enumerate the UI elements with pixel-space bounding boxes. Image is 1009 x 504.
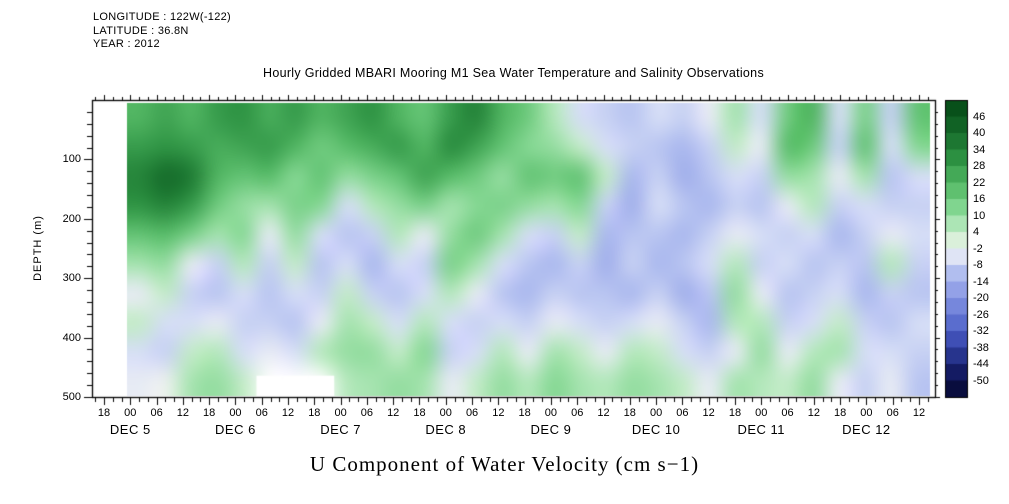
colorbar-tick-label: 10 [973,209,986,222]
x-axis-tick-label: 18 [203,407,216,419]
x-axis-tick-label: 12 [702,407,715,419]
colorbar-tick-label: 22 [973,176,986,189]
x-axis-date-label: DEC 11 [737,422,786,437]
figure-caption: U Component of Water Velocity (cm s−1) [309,452,700,476]
x-axis-date-label: DEC 6 [215,422,256,437]
colorbar-tick-label: 46 [973,110,986,123]
x-axis-tick-label: 00 [649,407,663,419]
x-axis-tick-label: 00 [124,407,137,419]
x-axis-tick-label: 00 [229,407,242,419]
colorbar-tick-label: 40 [973,127,986,139]
colorbar-tick-label: -14 [973,275,989,288]
colorbar-tick-label: -2 [973,242,983,255]
x-axis-date-label: DEC 10 [631,422,681,437]
x-axis-tick-label: 00 [544,407,558,419]
x-axis-date-label: DEC 7 [320,422,362,437]
meta-year: YEAR : 2012 [93,38,160,50]
x-axis-date-label: DEC 5 [109,422,151,437]
colorbar-tick-label: 16 [973,193,986,205]
x-axis-tick-label: 00 [755,407,768,419]
x-axis-tick-label: 06 [886,407,899,419]
x-axis-tick-label: 06 [571,407,584,419]
x-axis-tick-label: 06 [255,407,268,419]
x-axis-tick-label: 00 [334,407,347,419]
x-axis-tick-label: 06 [150,407,163,419]
colorbar-tick-label: -44 [973,358,989,370]
meta-longitude: LONGITUDE : 122W(-122) [93,11,232,23]
x-axis-tick-label: 00 [860,407,873,419]
x-axis-tick-label: 06 [465,407,479,419]
colorbar-tick-label: -20 [973,292,989,304]
x-axis-date-label: DEC 12 [842,422,891,437]
colorbar-tick-label: -32 [973,325,989,337]
chart-title: Hourly Gridded MBARI Mooring M1 Sea Wate… [263,66,764,80]
x-axis-tick-label: 18 [834,407,847,419]
x-axis-tick-label: 12 [912,407,926,419]
colorbar-tick-label: 28 [973,160,986,172]
x-axis-date-label: DEC 8 [425,422,467,437]
x-axis-tick-label: 18 [623,407,636,419]
y-axis-tick-label: 400 [62,331,81,344]
x-axis-tick-label: 06 [676,407,689,419]
colorbar-tick-label: -38 [973,341,989,354]
x-axis-tick-label: 18 [308,407,321,419]
x-axis-tick-label: 12 [807,407,820,419]
colorbar-tick-label: -8 [973,259,983,271]
x-axis-tick-label: 06 [360,407,374,419]
y-axis-tick-label: 500 [62,391,81,403]
x-axis-tick-label: 18 [97,407,111,419]
colorbar-tick-label: -26 [973,308,989,321]
colorbar-tick-label: -50 [973,374,989,387]
x-axis-tick-label: 00 [439,407,452,419]
colorbar-tick-label: 4 [973,226,980,238]
x-axis-date-label: DEC 9 [530,422,572,437]
x-axis-tick-label: 12 [387,407,400,419]
y-axis-tick-label: 300 [62,272,81,285]
metadata-block: LONGITUDE : 122W(-122) LATITUDE : 36.8N … [93,11,231,52]
x-axis-tick-label: 12 [281,407,295,419]
y-axis-tick-label: 200 [62,212,81,225]
x-axis-tick-label: 12 [176,407,189,419]
y-axis-tick-label: 100 [62,153,81,166]
meta-latitude: LATITUDE : 36.8N [93,24,189,37]
colorbar-tick-label: 34 [973,143,986,156]
x-axis-tick-label: 18 [728,407,742,419]
x-axis-tick-label: 06 [781,407,794,419]
x-axis-tick-label: 12 [492,407,505,419]
x-axis-tick-label: 12 [597,407,610,419]
x-axis-tick-label: 18 [413,407,426,419]
y-axis-title: DEPTH (m) [32,215,44,281]
x-axis-tick-label: 18 [518,407,531,419]
